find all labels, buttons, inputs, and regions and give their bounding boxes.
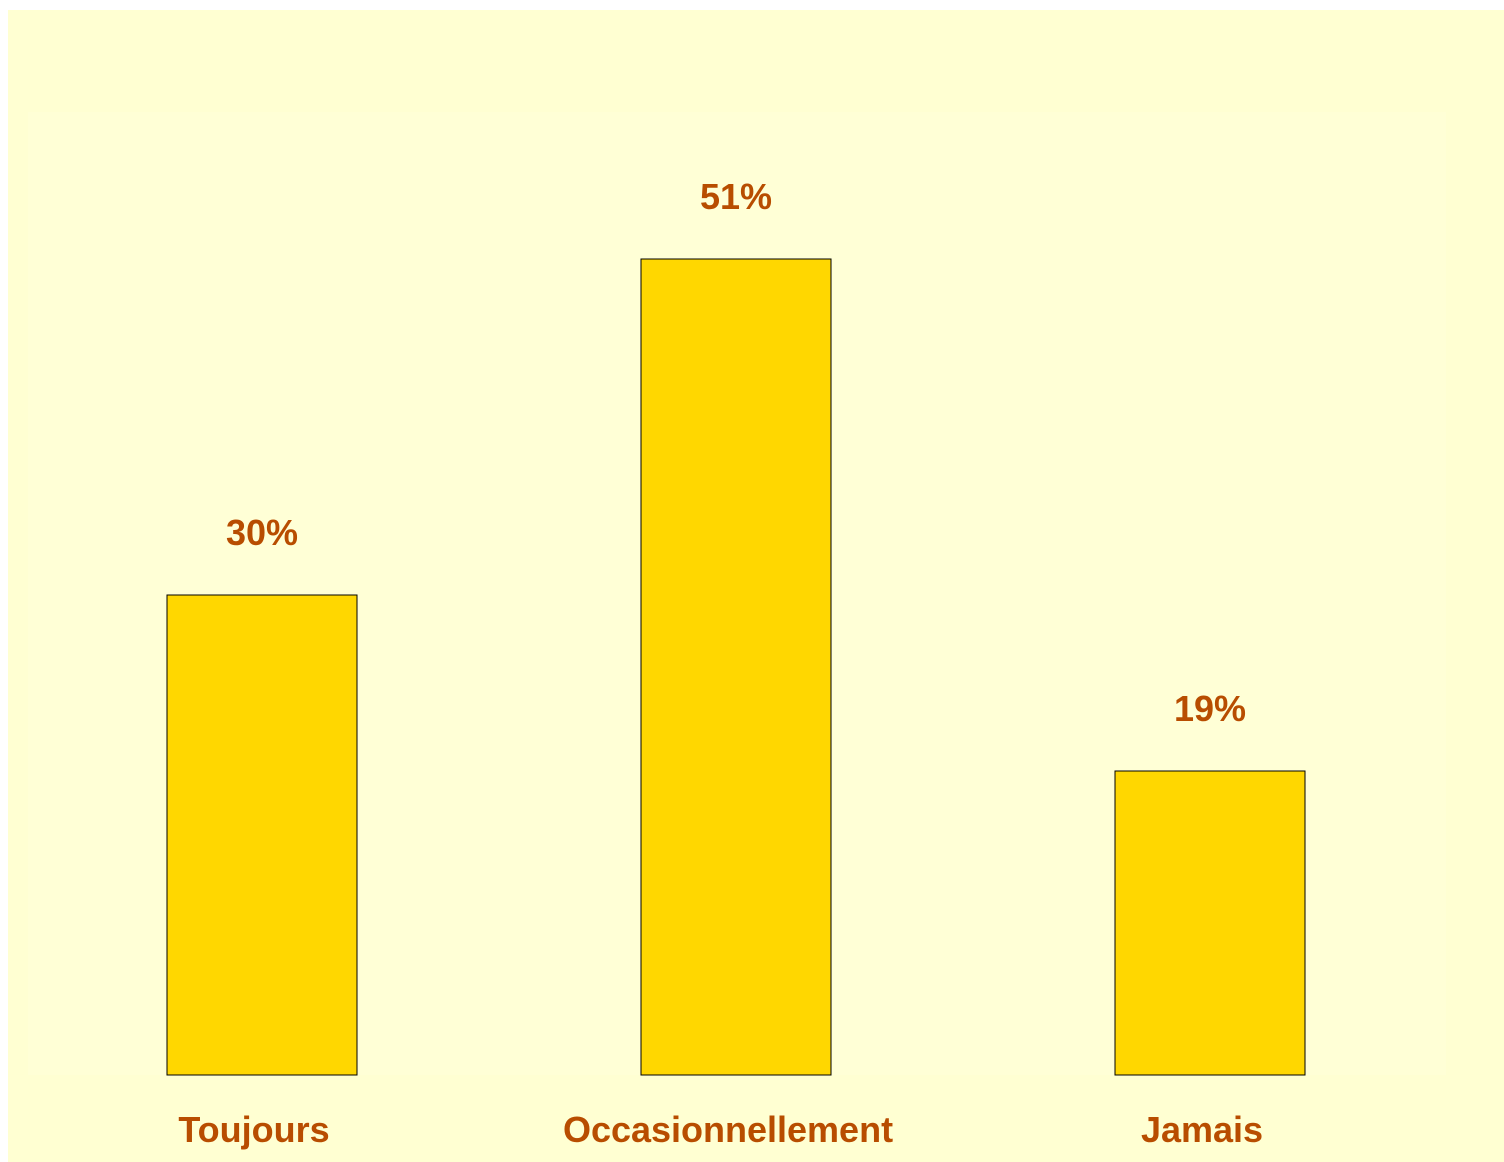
x-tick-label-occasionnellement: Occasionnellement [563, 1109, 893, 1150]
data-label-jamais: 19% [1174, 688, 1246, 729]
x-tick-label-jamais: Jamais [1141, 1109, 1263, 1150]
bar-occasionnellement [640, 258, 832, 1076]
bar-toujours [166, 594, 358, 1076]
data-label-occasionnellement: 51% [700, 176, 772, 217]
x-tick-label-toujours: Toujours [178, 1109, 329, 1150]
data-label-toujours: 30% [226, 512, 298, 553]
bar-jamais [1114, 770, 1306, 1076]
